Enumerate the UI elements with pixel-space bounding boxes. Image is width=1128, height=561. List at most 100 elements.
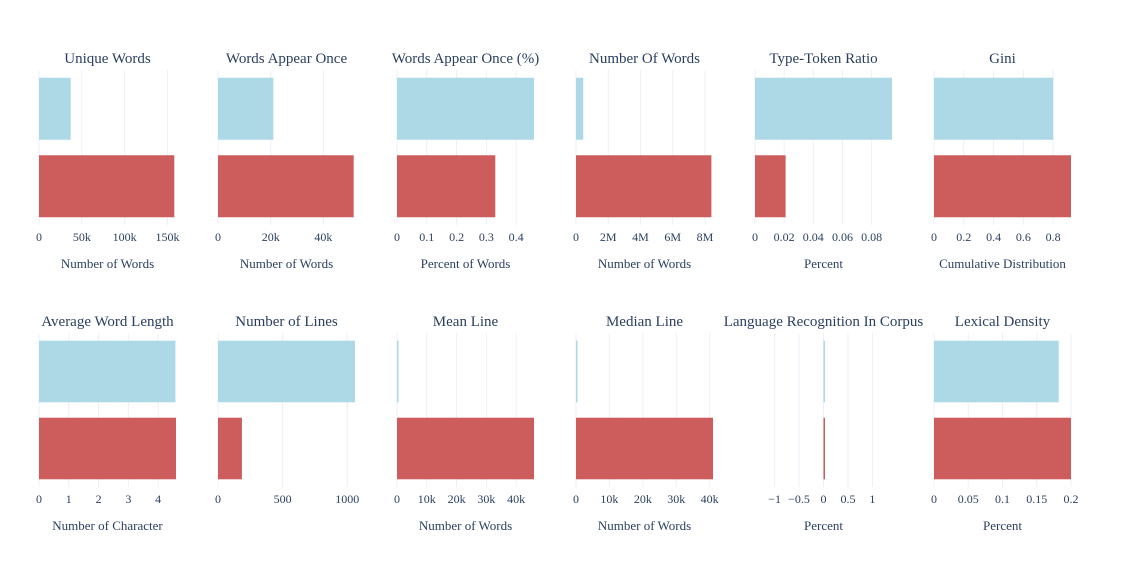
subplot-title: Number of Lines — [235, 314, 338, 330]
tick-label: 0 — [215, 492, 221, 506]
tick-label: 0 — [573, 230, 579, 244]
tick-label: 50k — [73, 230, 91, 244]
tick-label: 1 — [66, 492, 72, 506]
subplot-title: Number Of Words — [589, 51, 700, 67]
x-axis-label: Percent — [804, 256, 843, 271]
bar-series-b — [576, 417, 713, 480]
subplot-11: Language Recognition In Corpus −1 −0.5 0 0.5… — [724, 314, 924, 533]
bar-series-a — [397, 340, 399, 403]
tick-label: 100k — [113, 230, 137, 244]
x-axis-label: Number of Words — [61, 256, 154, 271]
tick-label: 20k — [634, 492, 652, 506]
x-axis-label: Number of Words — [419, 518, 512, 533]
tick-label: 10k — [418, 492, 436, 506]
bar-series-b — [39, 155, 175, 218]
x-axis-label: Number of Words — [598, 256, 691, 271]
tick-label: 1 — [869, 492, 875, 506]
subplot-title: Unique Words — [64, 51, 151, 67]
tick-label: 0.2 — [1064, 492, 1079, 506]
tick-label: 0 — [931, 230, 937, 244]
x-axis-label: Number of Character — [52, 518, 163, 533]
subplot-7: Average Word Length 0 1 2 3 4 Number of Charac… — [36, 314, 176, 533]
tick-label: −1 — [768, 492, 781, 506]
tick-label: 8M — [697, 230, 714, 244]
bar-series-b — [823, 417, 825, 480]
x-axis-label: Percent — [983, 518, 1022, 533]
tick-label: 0.5 — [840, 492, 855, 506]
tick-label: 30k — [667, 492, 685, 506]
subplot-2: Words Appear Once 0 20k 40k Number of Words — [215, 51, 354, 271]
bar-series-b — [39, 417, 176, 480]
tick-label: 2 — [96, 492, 102, 506]
bar-series-a — [397, 77, 534, 140]
tick-label: 0 — [394, 230, 400, 244]
tick-label: 150k — [155, 230, 179, 244]
subplot-4: Number Of Words 0 2M 4M 6M 8M Number of Words — [573, 51, 714, 271]
tick-label: 10k — [600, 492, 618, 506]
tick-label: 0.04 — [803, 230, 824, 244]
subplot-title: Gini — [989, 51, 1016, 67]
bar-series-a — [218, 340, 355, 403]
tick-label: 0 — [931, 492, 937, 506]
tick-label: −0.5 — [788, 492, 810, 506]
tick-label: 0.08 — [861, 230, 882, 244]
tick-label: 0 — [36, 492, 42, 506]
subplot-6: Gini 0 0.2 0.4 0.6 0.8 Cumulative Distribution — [931, 51, 1071, 271]
bar-series-b — [397, 155, 496, 218]
tick-label: 40k — [701, 492, 719, 506]
bar-series-a — [39, 340, 176, 403]
subplot-9: Mean Line 0 10k 20k 30k 40k Number of Words — [394, 314, 534, 533]
x-axis-label: Cumulative Distribution — [939, 256, 1066, 271]
bar-series-b — [755, 155, 786, 218]
bar-series-a — [934, 340, 1059, 403]
subplot-12: Lexical Density 0 0.05 0.1 0.15 0.2 Percent — [931, 314, 1079, 533]
tick-label: 500 — [274, 492, 292, 506]
bar-series-b — [934, 417, 1071, 480]
bar-series-a — [576, 77, 584, 140]
bar-series-b — [576, 155, 712, 218]
tick-label: 4M — [632, 230, 649, 244]
bar-series-a — [934, 77, 1054, 140]
tick-label: 0.05 — [958, 492, 979, 506]
subplot-3: Words Appear Once (%) 0 0.1 0.2 0.3 0.4 Percen… — [392, 51, 540, 271]
tick-label: 0 — [394, 492, 400, 506]
subplot-title: Average Word Length — [41, 314, 174, 330]
tick-label: 3 — [125, 492, 131, 506]
subplot-5: Type-Token Ratio 0 0.02 0.04 0.06 0.08 Percent — [752, 51, 892, 271]
tick-label: 0.1 — [419, 230, 434, 244]
tick-label: 0 — [215, 230, 221, 244]
subplot-8: Number of Lines 0 500 1000 — [215, 314, 359, 506]
subplot-10: Median Line 0 10k 20k 30k 40k Number of Words — [573, 314, 719, 533]
tick-label: 0 — [36, 230, 42, 244]
tick-label: 0.6 — [1016, 230, 1031, 244]
bar-series-a — [823, 340, 825, 403]
tick-label: 0 — [573, 492, 579, 506]
tick-label: 0.3 — [479, 230, 494, 244]
bar-series-b — [934, 155, 1071, 218]
bar-series-b — [397, 417, 534, 480]
tick-label: 0 — [752, 230, 758, 244]
subplot-title: Type-Token Ratio — [769, 51, 877, 67]
subplot-title: Words Appear Once (%) — [392, 51, 540, 67]
x-axis-label: Percent of Words — [421, 256, 511, 271]
bar-series-a — [218, 77, 274, 140]
tick-label: 2M — [600, 230, 617, 244]
tick-label: 0.2 — [449, 230, 464, 244]
tick-label: 0.4 — [986, 230, 1001, 244]
subplot-title: Language Recognition In Corpus — [724, 314, 924, 330]
x-axis-label: Number of Words — [240, 256, 333, 271]
tick-label: 1000 — [335, 492, 359, 506]
bar-series-a — [39, 77, 71, 140]
tick-label: 40k — [314, 230, 332, 244]
bar-series-b — [218, 417, 242, 480]
tick-label: 0.1 — [995, 492, 1010, 506]
subplot-title: Median Line — [606, 314, 683, 330]
bar-series-b — [218, 155, 354, 218]
tick-label: 4 — [155, 492, 161, 506]
subplot-title: Words Appear Once — [226, 51, 348, 67]
x-axis-label: Number of Words — [598, 518, 691, 533]
tick-label: 0.02 — [774, 230, 795, 244]
tick-label: 6M — [664, 230, 681, 244]
